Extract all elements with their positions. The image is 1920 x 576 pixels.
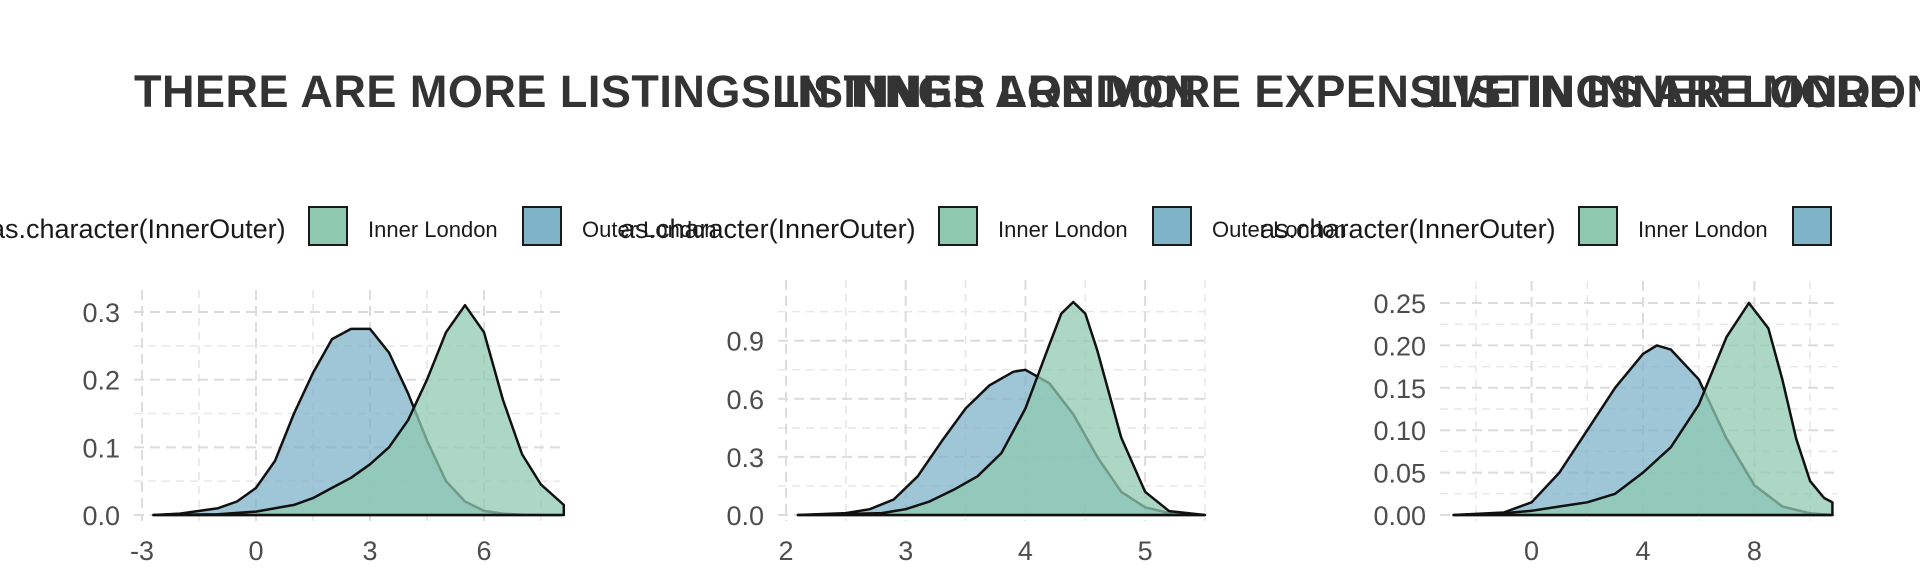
x-tick-label: 3 <box>898 536 913 566</box>
x-tick-label: 8 <box>1747 536 1762 566</box>
y-tick-label: 0.25 <box>1373 289 1426 319</box>
y-tick-label: 0.0 <box>82 501 120 531</box>
legend-title: as.character(InnerOuter) <box>620 214 916 244</box>
x-tick-label: 6 <box>476 536 491 566</box>
y-tick-label: 0.00 <box>1373 501 1426 531</box>
y-tick-label: 0.9 <box>726 327 764 357</box>
plot-area: -3 0 3 6 0.0 0.1 0.2 0.3 <box>82 290 566 566</box>
y-tick-label: 0.3 <box>82 298 120 328</box>
y-tick-label: 0.1 <box>82 433 120 463</box>
x-tick-label: 0 <box>248 536 263 566</box>
chart-title: LISTINGS ARE MORE <box>1430 66 1900 117</box>
plot-area: 2 3 4 5 0.0 0.3 0.6 0.9 <box>726 280 1207 566</box>
y-tick-label: 0.10 <box>1373 416 1426 446</box>
legend-key-inner-london <box>938 206 978 246</box>
density-area-inner-london <box>1452 301 1834 517</box>
x-tick-label: 4 <box>1018 536 1033 566</box>
x-tick-label: -3 <box>130 536 154 566</box>
y-tick-label: 0.20 <box>1373 331 1426 361</box>
x-tick-label: 2 <box>778 536 793 566</box>
y-tick-label: 0.05 <box>1373 459 1426 489</box>
legend-key-outer-london <box>522 206 562 246</box>
legend-label-outer-london: Outer London <box>1212 217 1347 242</box>
legend-key-outer-london <box>1792 206 1832 246</box>
legend-label-outer-london: Outer London <box>582 217 717 242</box>
y-tick-label: 0.0 <box>726 501 764 531</box>
legend-title: as.character(InnerOuter) <box>1260 214 1556 244</box>
y-tick-label: 0.6 <box>726 385 764 415</box>
legend-label-inner-london: Inner London <box>1638 217 1768 242</box>
x-tick-label: 5 <box>1138 536 1153 566</box>
legend-label-inner-london: Inner London <box>998 217 1128 242</box>
y-tick-label: 0.15 <box>1373 374 1426 404</box>
chart-title: LISTINGS ARE MORE EXPENSIVE IN INNER LON… <box>772 66 1920 117</box>
legend-label-inner-london: Inner London <box>368 217 498 242</box>
x-tick-label: 0 <box>1524 536 1539 566</box>
legend-key-inner-london <box>308 206 348 246</box>
plot-area: 0 4 8 0.00 0.05 0.10 0.15 0.20 0.25 <box>1373 281 1838 566</box>
x-tick-label: 4 <box>1635 536 1650 566</box>
y-tick-label: 0.3 <box>726 443 764 473</box>
legend-key-outer-london <box>1152 206 1192 246</box>
y-tick-label: 0.2 <box>82 366 120 396</box>
legend-title: as.character(InnerOuter) <box>0 214 286 244</box>
density-area-inner-london <box>796 300 1207 517</box>
density-panel-1: THERE ARE MORE LISTINGS IN INNER LONDON … <box>0 0 1196 576</box>
chart-title: THERE ARE MORE LISTINGS IN INNER LONDON <box>134 66 1197 117</box>
density-panel-3: LISTINGS ARE MORE as.character(InnerOute… <box>1260 0 1920 576</box>
density-panel-2: LISTINGS ARE MORE EXPENSIVE IN INNER LON… <box>620 0 1920 576</box>
density-area-inner-london <box>152 303 566 517</box>
legend-key-inner-london <box>1578 206 1618 246</box>
x-tick-label: 3 <box>362 536 377 566</box>
